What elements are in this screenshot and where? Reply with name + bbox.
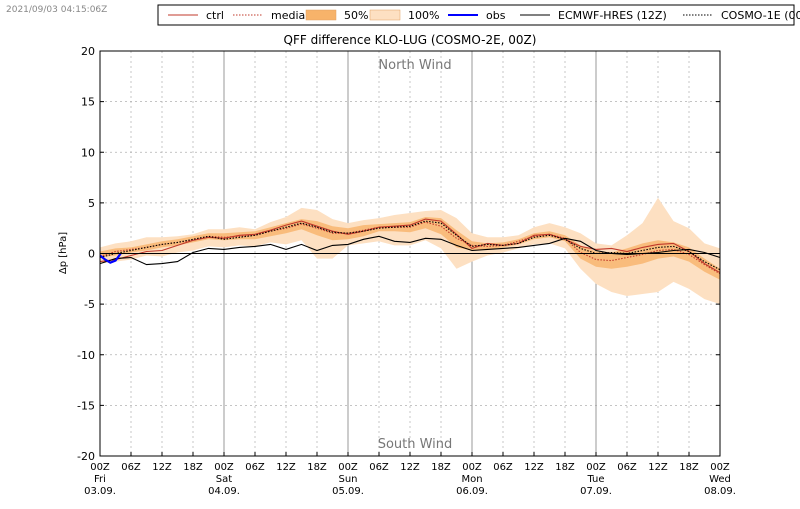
x-tick-label: 06Z	[493, 462, 513, 473]
x-tick-label: Mon	[461, 474, 482, 485]
legend-label: median	[271, 9, 312, 22]
x-tick-label: 18Z	[431, 462, 451, 473]
line-cosmo1e	[99, 220, 721, 271]
y-axis: -20 -15 -10 -5 0 5 10 15 20	[77, 45, 720, 463]
x-tick-label: 00Z	[710, 462, 730, 473]
x-tick-label: 12Z	[524, 462, 544, 473]
x-tick-label: 06Z	[617, 462, 637, 473]
x-tick-label: Sat	[216, 474, 232, 485]
timestamp: 2021/09/03 04:15:06Z	[6, 5, 108, 15]
legend-swatch	[369, 9, 401, 21]
line-obs	[99, 252, 122, 264]
legend-item-cosmo1e: COSMO-1E (00Z)	[683, 9, 800, 22]
legend-label: obs	[486, 9, 506, 22]
x-tick-label: 00Z	[90, 462, 110, 473]
legend-item-p100: 100%	[369, 9, 439, 22]
y-tick-label: 5	[88, 197, 95, 210]
y-tick-label: -20	[77, 450, 95, 463]
x-tick-label: Sun	[338, 474, 357, 485]
x-tick-label: 00Z	[586, 462, 606, 473]
legend-item-median: median	[233, 9, 312, 22]
south-wind-label: South Wind	[378, 437, 453, 452]
y-tick-label: -5	[84, 298, 95, 311]
legend-label: ECMWF-HRES (12Z)	[558, 9, 667, 22]
x-tick-label: 06.09.	[456, 486, 488, 497]
y-tick-label: 0	[88, 248, 95, 261]
band-p50	[100, 217, 720, 280]
legend-label: 100%	[408, 9, 439, 22]
y-tick-label: 20	[81, 45, 95, 58]
x-tick-label: 00Z	[214, 462, 234, 473]
x-tick-label: 18Z	[555, 462, 575, 473]
x-tick-label: 18Z	[307, 462, 327, 473]
y-tick-label: 15	[81, 96, 95, 109]
legend-label: ctrl	[206, 9, 224, 22]
x-tick-label: 08.09.	[704, 486, 736, 497]
x-tick-label: 00Z	[462, 462, 482, 473]
x-tick-label: 12Z	[400, 462, 420, 473]
x-tick-label: 03.09.	[84, 486, 116, 497]
line-ctrl	[99, 218, 721, 274]
x-tick-label: 04.09.	[208, 486, 240, 497]
x-tick-label: Fri	[94, 474, 106, 485]
x-tick-label: 06Z	[245, 462, 265, 473]
legend-label: 50%	[344, 9, 368, 22]
x-tick-label: 00Z	[338, 462, 358, 473]
x-tick-label: Tue	[586, 474, 604, 485]
legend-item-obs: obs	[448, 9, 506, 22]
y-tick-label: -15	[77, 399, 95, 412]
legend-item-ctrl: ctrl	[168, 9, 224, 22]
x-tick-label: 12Z	[276, 462, 296, 473]
x-tick-label: 06Z	[121, 462, 141, 473]
y-tick-label: 10	[81, 146, 95, 159]
x-tick-label: 07.09.	[580, 486, 612, 497]
y-tick-label: -10	[77, 349, 95, 362]
legend: ctrl median 50% 100% obs ECMWF-HRES (12Z) COSM…	[157, 4, 800, 26]
x-tick-label: 05.09.	[332, 486, 364, 497]
x-tick-label: 18Z	[183, 462, 203, 473]
x-tick-label: 12Z	[152, 462, 172, 473]
x-tick-label: 12Z	[648, 462, 668, 473]
legend-swatch	[305, 9, 337, 21]
y-axis-label: Δp [hPa]	[58, 232, 69, 274]
x-tick-label: 18Z	[679, 462, 699, 473]
legend-label: COSMO-1E (00Z)	[721, 9, 800, 22]
plot-area: North Wind South Wind	[99, 50, 721, 457]
legend-item-ecmwf: ECMWF-HRES (12Z)	[520, 9, 667, 22]
x-tick-label: Wed	[709, 474, 731, 485]
legend-item-p50: 50%	[305, 9, 368, 22]
north-wind-label: North Wind	[378, 58, 451, 73]
x-tick-label: 06Z	[369, 462, 389, 473]
chart-title: QFF difference KLO-LUG (COSMO-2E, 00Z)	[284, 33, 537, 47]
